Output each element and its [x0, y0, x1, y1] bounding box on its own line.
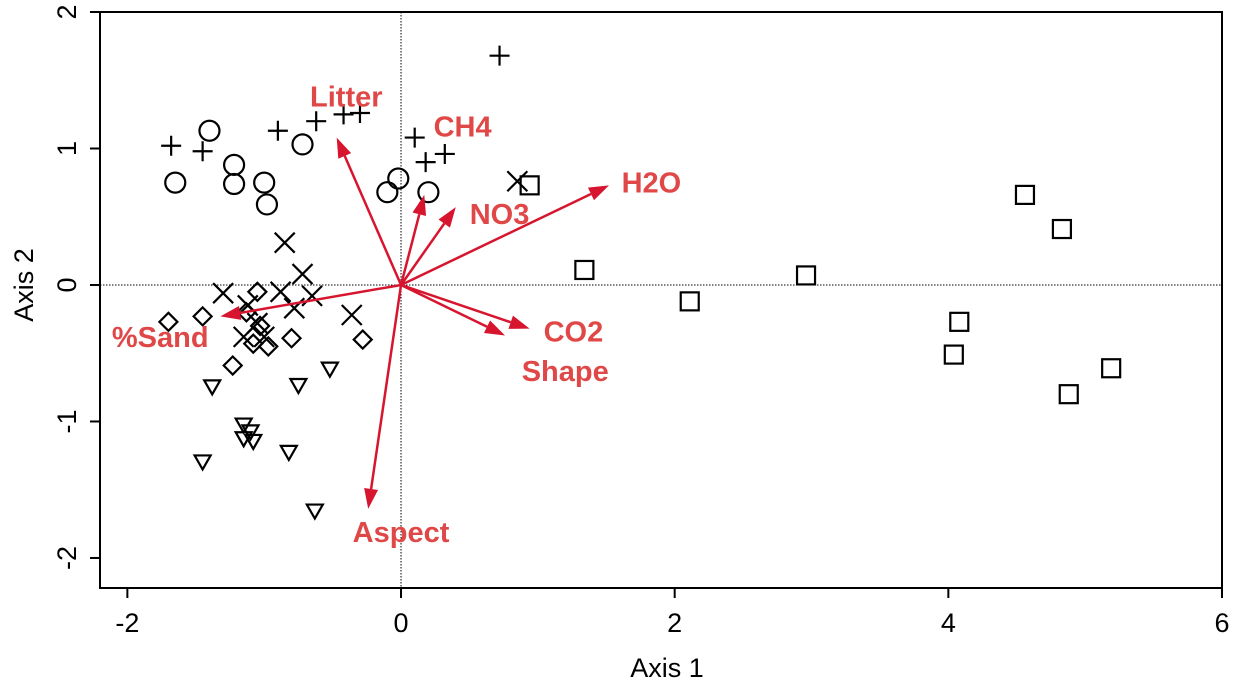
diamond-point	[246, 281, 268, 303]
x-tick-label: 6	[1214, 608, 1229, 638]
vector-line	[239, 283, 402, 315]
vector-line	[369, 284, 403, 490]
scatter-points	[157, 45, 1122, 521]
vector-label: NO3	[470, 199, 530, 231]
vector-arrowhead	[220, 306, 242, 320]
cross-point	[253, 326, 275, 348]
x-axis-title: Axis 1	[630, 653, 704, 683]
square-point	[574, 259, 595, 281]
circle-point	[291, 133, 314, 156]
vector-line	[343, 155, 403, 286]
cross-point	[340, 304, 363, 326]
plus-point	[333, 104, 354, 125]
vector-label: Litter	[310, 82, 383, 114]
square-point	[1014, 184, 1036, 206]
vector-label: Aspect	[353, 517, 450, 549]
cross-point	[212, 282, 234, 304]
vector-line	[400, 192, 592, 287]
circle-point	[387, 167, 410, 190]
plus-point	[192, 141, 213, 162]
plus-point	[349, 103, 370, 124]
cross-point	[232, 326, 255, 348]
x-tick-label: 4	[941, 608, 956, 638]
diamond-point	[281, 327, 303, 349]
vector-line	[400, 283, 512, 324]
circle-point	[255, 193, 279, 216]
vector-label: Shape	[522, 356, 609, 388]
vector-label: H2O	[622, 168, 682, 200]
square-point	[1101, 358, 1122, 379]
circle-point	[164, 171, 187, 194]
vector-arrowhead	[508, 315, 530, 329]
diamond-point	[242, 333, 264, 355]
circle-point	[222, 153, 246, 176]
vector-line	[400, 222, 446, 286]
cross-point	[269, 281, 292, 303]
cross-point	[506, 170, 529, 193]
square-point	[1051, 218, 1073, 240]
y-tick-label: -2	[52, 546, 82, 570]
environmental-vectors: Litter CH4 H2O NO3 %Sand CO2 Shape Aspect	[112, 82, 681, 549]
triangle-point	[243, 433, 264, 452]
y-tick-label: 1	[52, 141, 82, 156]
reference-lines	[100, 12, 1222, 588]
triangle-point	[278, 444, 299, 463]
circle-point	[417, 181, 440, 204]
square-point	[949, 311, 970, 332]
triangle-point	[304, 503, 325, 521]
plus-point	[404, 127, 425, 148]
plot-area	[99, 11, 1223, 589]
triangle-point	[192, 454, 213, 472]
square-point	[679, 291, 700, 312]
plot-frame	[99, 11, 1223, 589]
triangle-point	[288, 377, 309, 396]
square-point	[795, 265, 817, 286]
diamond-point	[235, 301, 257, 323]
vector-arrowhead	[587, 185, 610, 201]
vector-arrowhead	[412, 194, 427, 217]
circle-point	[222, 172, 246, 196]
plus-point	[267, 120, 288, 141]
vector-label: CH4	[434, 112, 492, 144]
vector-arrowhead	[438, 207, 456, 228]
vector-arrowhead	[364, 488, 379, 509]
diamond-point	[249, 315, 271, 337]
diamond-point	[192, 305, 214, 327]
diamond-point	[257, 335, 279, 357]
x-tick-label: 2	[667, 608, 682, 638]
cross-point	[273, 231, 296, 254]
circle-point	[376, 181, 399, 204]
vector-label: %Sand	[112, 322, 209, 354]
y-axis-title: Axis 2	[9, 248, 39, 322]
vector-line	[399, 213, 421, 286]
circle-point	[198, 119, 221, 142]
triangle-point	[319, 361, 340, 379]
diamond-point	[157, 311, 179, 333]
square-point	[943, 344, 964, 365]
vector-label: CO2	[544, 316, 604, 348]
circle-point	[253, 171, 276, 194]
diamond-point	[222, 354, 244, 377]
plus-point	[434, 143, 455, 164]
square-point	[519, 175, 540, 196]
diamond-point	[352, 329, 374, 351]
plus-point	[415, 152, 436, 173]
x-tick-label: 0	[394, 608, 409, 638]
vector-arrowhead	[483, 320, 506, 336]
axes: -2 0 2 4 6 -2 -1 0 1 2	[52, 4, 1230, 638]
vector-line	[400, 283, 488, 328]
cross-point	[291, 263, 314, 285]
plus-point	[306, 111, 327, 132]
plus-point	[489, 45, 510, 66]
y-tick-label: -1	[52, 409, 82, 433]
vector-arrowhead	[336, 137, 352, 159]
y-tick-label: 2	[52, 4, 82, 19]
square-point	[1058, 384, 1079, 405]
y-tick-label: 0	[52, 277, 82, 292]
triangle-point	[202, 379, 223, 397]
x-tick-label: -2	[115, 608, 139, 638]
plus-point	[161, 135, 182, 156]
